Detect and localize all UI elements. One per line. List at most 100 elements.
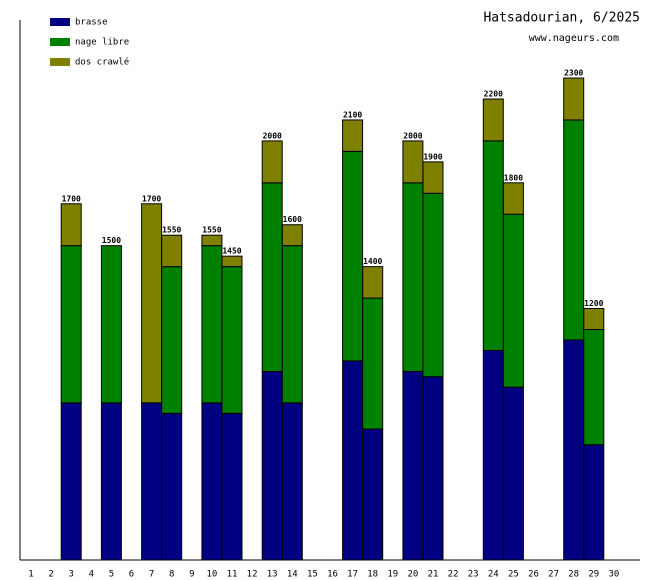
x-tick-label: 27 — [548, 570, 559, 580]
legend-label: nage libre — [75, 38, 129, 48]
bar-segment — [201, 234, 223, 247]
legend-label: brasse — [75, 18, 108, 28]
x-tick-label: 16 — [327, 570, 338, 580]
bar-segment — [100, 402, 122, 561]
x-tick-label: 26 — [528, 570, 539, 580]
x-tick-label: 2 — [48, 570, 53, 580]
bar-segment — [502, 182, 524, 215]
bar-segment — [261, 370, 283, 561]
x-tick-label: 9 — [189, 570, 194, 580]
x-tick-label: 13 — [267, 570, 278, 580]
bar-segment — [161, 412, 183, 561]
bar-segment — [201, 245, 223, 404]
legend-label: dos crawlé — [75, 57, 129, 68]
total-label: 2300 — [564, 69, 583, 78]
bar-segment — [402, 370, 424, 561]
total-label: 1600 — [283, 215, 302, 224]
bar-segment — [482, 98, 504, 142]
bar-segment — [362, 266, 384, 299]
bar-segment — [60, 402, 82, 561]
bar-segment — [563, 119, 585, 341]
x-tick-label: 11 — [227, 570, 238, 580]
total-label: 2000 — [403, 131, 422, 140]
bar-segment — [583, 328, 605, 446]
total-label: 1400 — [363, 257, 382, 266]
x-tick-label: 21 — [428, 570, 439, 580]
bar-segment — [221, 255, 243, 268]
x-tick-label: 24 — [488, 570, 499, 580]
bar-segment — [100, 245, 122, 404]
bar-segment — [402, 140, 424, 184]
bar-segment — [583, 308, 605, 330]
total-label: 1450 — [222, 247, 241, 256]
x-tick-label: 29 — [588, 570, 599, 580]
bar-segment — [221, 412, 243, 561]
x-tick-label: 17 — [347, 570, 358, 580]
x-tick-label: 30 — [608, 570, 619, 580]
legend-swatch — [50, 38, 70, 46]
total-label: 2000 — [263, 131, 282, 140]
total-label: 1900 — [423, 152, 442, 161]
total-label: 1550 — [202, 226, 221, 235]
bar-segment — [482, 140, 504, 351]
bar-segment — [422, 192, 444, 378]
total-label: 2100 — [343, 110, 362, 119]
bar-segment — [261, 140, 283, 184]
x-tick-label: 7 — [149, 570, 154, 580]
x-tick-label: 1 — [28, 570, 33, 580]
bar-segment — [583, 444, 605, 561]
bar-segment — [60, 245, 82, 404]
x-tick-label: 25 — [508, 570, 519, 580]
bar-segment — [261, 182, 283, 372]
chart-subtitle: www.nageurs.com — [529, 33, 619, 44]
total-label: 1700 — [62, 194, 81, 203]
x-tick-label: 22 — [448, 570, 459, 580]
x-tick-label: 14 — [287, 570, 298, 580]
bar-segment — [60, 203, 82, 247]
bar-segment — [422, 161, 444, 194]
x-tick-label: 28 — [568, 570, 579, 580]
x-tick-label: 4 — [89, 570, 94, 580]
bar-segment — [563, 339, 585, 561]
bar-segment — [141, 203, 163, 404]
x-tick-label: 8 — [169, 570, 174, 580]
x-tick-label: 20 — [407, 570, 418, 580]
bar-segment — [482, 349, 504, 561]
legend-swatch — [50, 18, 70, 26]
chart-title: Hatsadourian, 6/2025 — [483, 11, 640, 26]
bar-segment — [422, 376, 444, 561]
bar-segment — [502, 213, 524, 388]
bar-segment — [281, 402, 303, 561]
x-tick-label: 10 — [206, 570, 217, 580]
total-label: 1200 — [584, 299, 603, 308]
bar-segment — [502, 386, 524, 561]
bar-segment — [342, 360, 364, 561]
x-tick-label: 6 — [129, 570, 134, 580]
total-label: 1550 — [162, 226, 181, 235]
x-tick-label: 19 — [387, 570, 398, 580]
bar-segment — [362, 297, 384, 430]
bar-segment — [201, 402, 223, 561]
total-label: 2200 — [484, 89, 503, 98]
x-tick-label: 23 — [468, 570, 479, 580]
bar-segment — [161, 234, 183, 268]
bar-segment — [342, 150, 364, 362]
bar-segment — [402, 182, 424, 372]
bar-segment — [281, 245, 303, 404]
bar-segment — [141, 402, 163, 561]
x-tick-label: 15 — [307, 570, 318, 580]
total-label: 1500 — [102, 236, 121, 245]
x-tick-label: 18 — [367, 570, 378, 580]
total-label: 1800 — [504, 173, 523, 182]
bar-segment — [281, 224, 303, 247]
x-tick-label: 5 — [109, 570, 114, 580]
x-tick-label: 3 — [68, 570, 73, 580]
bar-segment — [221, 266, 243, 414]
x-tick-label: 12 — [247, 570, 258, 580]
legend-swatch — [50, 58, 70, 66]
bar-segment — [563, 77, 585, 121]
total-label: 1700 — [142, 194, 161, 203]
bar-segment — [342, 119, 364, 152]
bar-segment — [161, 266, 183, 414]
